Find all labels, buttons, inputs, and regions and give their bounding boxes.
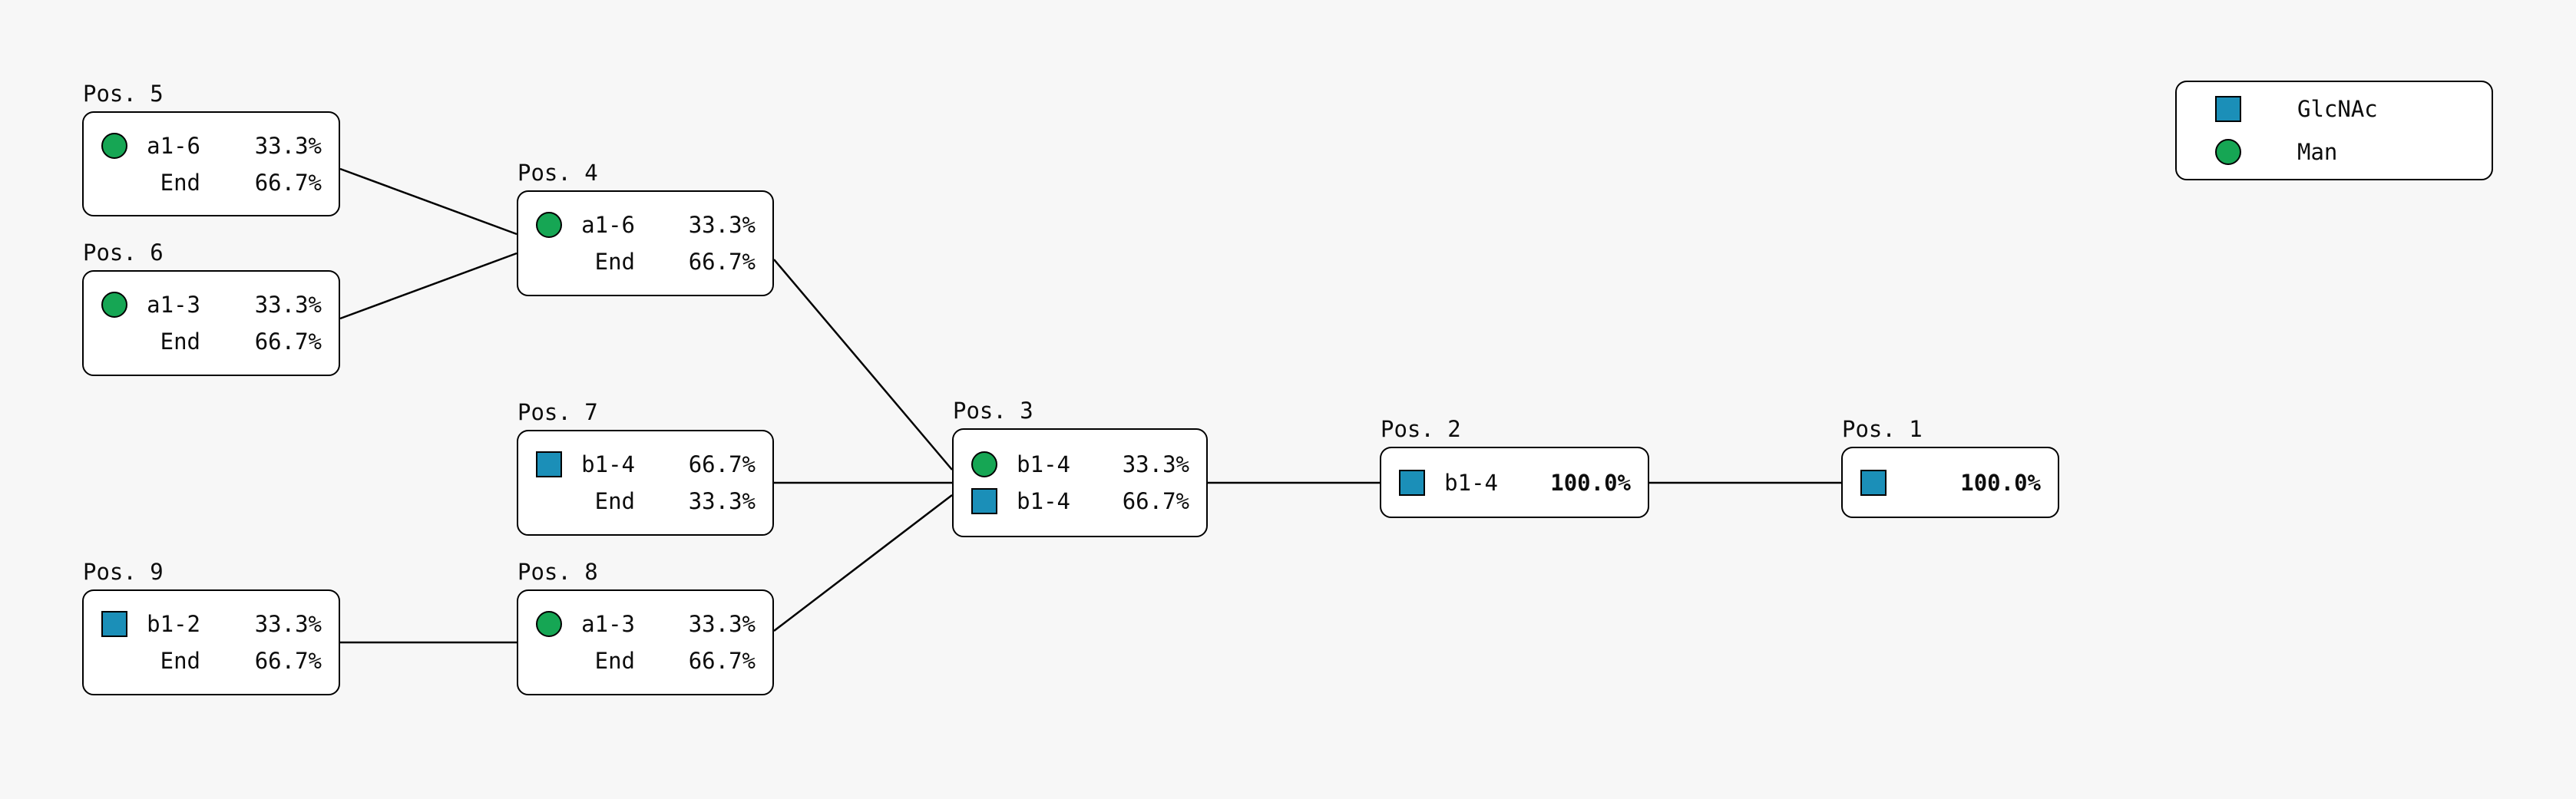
percent-label: 33.3%: [688, 611, 756, 637]
glcnac-square-icon: [101, 611, 127, 637]
node-row: a1-3 33.3%: [518, 606, 772, 642]
node-title: Pos. 2: [1381, 416, 1461, 442]
node-row: a1-3 33.3%: [84, 286, 339, 323]
node-row: End 33.3%: [518, 483, 772, 520]
linkage-label: End: [160, 648, 200, 674]
legend-label: GlcNAc: [2297, 96, 2378, 122]
man-circle-icon: [536, 212, 562, 238]
node-pos6: Pos. 6 a1-3 33.3% End 66.7%: [82, 242, 340, 376]
edge-pos4-pos3: [773, 259, 953, 470]
node-row: End 66.7%: [518, 243, 772, 280]
node-box: a1-6 33.3% End 66.7%: [517, 190, 774, 296]
node-box: a1-3 33.3% End 66.7%: [517, 589, 774, 695]
percent-label: 66.7%: [688, 648, 756, 674]
node-title: Pos. 5: [83, 81, 164, 107]
percent-label: 33.3%: [254, 611, 322, 637]
node-title: Pos. 8: [518, 559, 598, 585]
node-pos7: Pos. 7 b1-4 66.7% End 33.3%: [517, 401, 774, 536]
percent-label: 33.3%: [254, 132, 322, 159]
linkage-label: a1-6: [147, 132, 200, 159]
edge-pos6-pos4: [339, 252, 518, 320]
node-row: 100.0%: [1843, 464, 2058, 501]
legend: GlcNAc Man: [2175, 81, 2493, 180]
node-row: b1-4 66.7%: [518, 446, 772, 483]
node-row: End 66.7%: [518, 642, 772, 679]
glcnac-square-icon: [2215, 96, 2241, 122]
glcnac-square-icon: [536, 451, 562, 477]
node-box: a1-6 33.3% End 66.7%: [82, 111, 340, 216]
node-pos9: Pos. 9 b1-2 33.3% End 66.7%: [82, 561, 340, 695]
node-row: b1-4 100.0%: [1381, 464, 1648, 501]
linkage-label: a1-6: [581, 212, 635, 238]
node-row: b1-4 66.7%: [954, 483, 1206, 520]
man-circle-icon: [101, 132, 127, 159]
man-circle-icon: [101, 292, 127, 318]
percent-label: 33.3%: [1122, 451, 1189, 477]
glcnac-square-icon: [1399, 469, 1425, 496]
man-circle-icon: [971, 451, 997, 477]
linkage-label: b1-4: [581, 451, 635, 477]
glcnac-square-icon: [1860, 469, 1887, 496]
linkage-label: b1-4: [1017, 451, 1070, 477]
legend-label: Man: [2297, 139, 2338, 165]
node-pos3: Pos. 3 b1-4 33.3% b1-4 66.7%: [952, 400, 1208, 537]
percent-label: 33.3%: [254, 292, 322, 318]
edge-pos5-pos4: [339, 167, 518, 236]
percent-label: 66.7%: [254, 169, 322, 196]
linkage-label: End: [594, 488, 635, 514]
node-box: b1-4 33.3% b1-4 66.7%: [952, 428, 1208, 537]
edge-pos8-pos3: [773, 494, 953, 632]
node-row: a1-6 33.3%: [84, 127, 339, 164]
node-row: End 66.7%: [84, 323, 339, 360]
linkage-label: End: [594, 249, 635, 275]
linkage-label: b1-2: [147, 611, 200, 637]
linkage-label: End: [594, 648, 635, 674]
node-pos8: Pos. 8 a1-3 33.3% End 66.7%: [517, 561, 774, 695]
node-row: a1-6 33.3%: [518, 206, 772, 243]
node-box: a1-3 33.3% End 66.7%: [82, 270, 340, 376]
percent-label: 100.0%: [1960, 469, 2041, 496]
node-row: End 66.7%: [84, 642, 339, 679]
node-title: Pos. 9: [83, 559, 164, 585]
linkage-label: a1-3: [581, 611, 635, 637]
linkage-label: End: [160, 169, 200, 196]
legend-item-man: Man: [2177, 130, 2492, 173]
percent-label: 33.3%: [688, 488, 756, 514]
node-box: b1-4 66.7% End 33.3%: [517, 430, 774, 536]
percent-label: 33.3%: [688, 212, 756, 238]
linkage-label: a1-3: [147, 292, 200, 318]
node-row: b1-4 33.3%: [954, 446, 1206, 483]
linkage-label: b1-4: [1017, 488, 1070, 514]
node-title: Pos. 6: [83, 239, 164, 266]
man-circle-icon: [2215, 139, 2241, 165]
node-title: Pos. 3: [953, 398, 1033, 424]
percent-label: 66.7%: [688, 249, 756, 275]
node-title: Pos. 1: [1842, 416, 1923, 442]
glcnac-square-icon: [971, 488, 997, 514]
legend-item-glcnac: GlcNAc: [2177, 87, 2492, 130]
linkage-label: b1-4: [1444, 469, 1498, 496]
node-title: Pos. 4: [518, 160, 598, 186]
node-row: b1-2 33.3%: [84, 606, 339, 642]
node-pos2: Pos. 2 b1-4 100.0%: [1380, 418, 1649, 518]
node-box: 100.0%: [1841, 447, 2059, 518]
node-box: b1-4 100.0%: [1380, 447, 1649, 518]
percent-label: 100.0%: [1550, 469, 1631, 496]
percent-label: 66.7%: [1122, 488, 1189, 514]
percent-label: 66.7%: [254, 329, 322, 355]
percent-label: 66.7%: [254, 648, 322, 674]
node-title: Pos. 7: [518, 399, 598, 425]
node-pos1: Pos. 1 100.0%: [1841, 418, 2059, 518]
node-pos5: Pos. 5 a1-6 33.3% End 66.7%: [82, 83, 340, 216]
node-pos4: Pos. 4 a1-6 33.3% End 66.7%: [517, 162, 774, 296]
percent-label: 66.7%: [688, 451, 756, 477]
node-row: End 66.7%: [84, 164, 339, 201]
node-box: b1-2 33.3% End 66.7%: [82, 589, 340, 695]
linkage-label: End: [160, 329, 200, 355]
man-circle-icon: [536, 611, 562, 637]
